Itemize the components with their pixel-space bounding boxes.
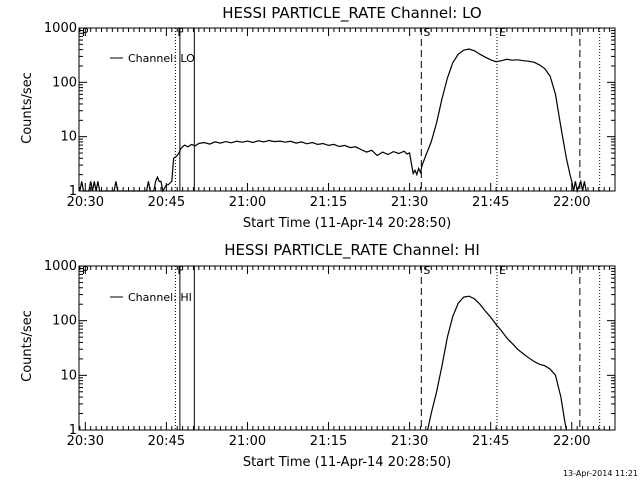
y-tick-label: 10 xyxy=(60,368,77,383)
x-axis: 20:30 20:45 21:00 21:15 21:30 21:45 22:00 xyxy=(67,28,616,210)
event-markers: PFSE xyxy=(82,26,601,191)
x-tick-label: 21:45 xyxy=(472,434,509,449)
x-tick-label: 21:00 xyxy=(229,195,266,210)
plot-frame xyxy=(78,265,616,431)
legend-label: Channel: LO xyxy=(128,52,195,65)
x-axis-label: Start Time (11-Apr-14 20:28:50) xyxy=(243,455,451,470)
marker-label: S xyxy=(423,26,430,39)
marker-label: E xyxy=(499,264,506,277)
y-axis-label: Counts/sec xyxy=(20,72,35,144)
x-tick-label: 21:15 xyxy=(310,434,347,449)
series-line xyxy=(427,295,567,431)
y-tick-label: 100 xyxy=(52,314,77,329)
x-tick-label: 20:45 xyxy=(148,195,185,210)
chart-title: HESSI PARTICLE_RATE Channel: LO xyxy=(222,4,481,23)
marker-label: F xyxy=(177,26,183,39)
y-tick-label: 1 xyxy=(69,184,77,199)
chart-title: HESSI PARTICLE_RATE Channel: HI xyxy=(224,241,480,260)
x-tick-label: 21:00 xyxy=(229,434,266,449)
chart-panel-hi: HESSI PARTICLE_RATE Channel: HI Counts/s… xyxy=(20,241,616,470)
legend: Channel: LO xyxy=(110,52,195,65)
x-tick-label: 21:15 xyxy=(310,195,347,210)
x-tick-label: 22:00 xyxy=(553,195,590,210)
y-tick-label: 1000 xyxy=(44,21,77,36)
legend: Channel: HI xyxy=(110,291,192,304)
y-axis: 1 10 100 1000 xyxy=(44,21,615,199)
y-tick-label: 1000 xyxy=(44,259,77,274)
x-tick-label: 20:30 xyxy=(67,195,104,210)
y-tick-label: 100 xyxy=(52,75,77,90)
y-tick-label: 10 xyxy=(60,130,77,145)
x-tick-label: 21:30 xyxy=(391,434,428,449)
marker-label: F xyxy=(177,264,183,277)
plot-timestamp: 13-Apr-2014 11:21 xyxy=(563,469,638,478)
marker-label: S xyxy=(423,264,430,277)
x-axis: 20:30 20:45 21:00 21:15 21:30 21:45 22:00 xyxy=(67,266,616,449)
marker-label: E xyxy=(499,26,506,39)
x-tick-label: 20:45 xyxy=(148,434,185,449)
plot-frame xyxy=(78,27,616,192)
x-axis-label: Start Time (11-Apr-14 20:28:50) xyxy=(243,216,451,231)
y-tick-label: 1 xyxy=(69,423,77,438)
x-tick-label: 22:00 xyxy=(553,434,590,449)
x-tick-label: 21:30 xyxy=(391,195,428,210)
x-tick-label: 20:30 xyxy=(67,434,104,449)
y-axis: 1 10 100 1000 xyxy=(44,259,615,438)
x-tick-label: 21:45 xyxy=(472,195,509,210)
event-markers: PFSE xyxy=(82,264,601,430)
series-line xyxy=(79,48,587,194)
y-axis-label: Counts/sec xyxy=(20,310,35,382)
chart-panel-lo: HESSI PARTICLE_RATE Channel: LO Counts/s… xyxy=(20,4,616,231)
legend-label: Channel: HI xyxy=(128,291,192,304)
